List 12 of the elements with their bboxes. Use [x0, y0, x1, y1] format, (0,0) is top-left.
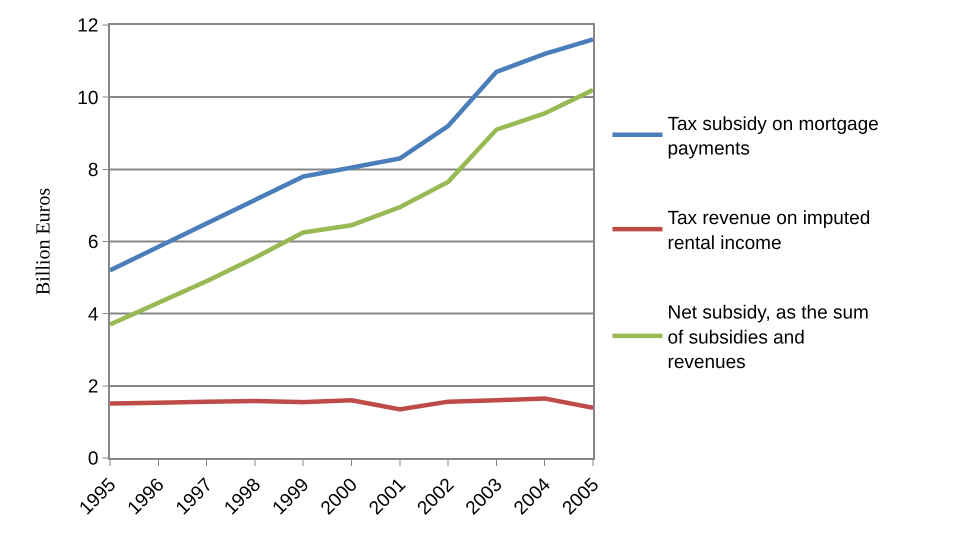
y-tick-label: 2 — [88, 376, 98, 398]
y-tick-label: 12 — [77, 16, 98, 37]
y-tick-label: 4 — [88, 304, 99, 326]
y-axis-title: Billion Euros — [32, 188, 54, 296]
y-tick-label: 10 — [77, 88, 98, 109]
y-tick-label: 8 — [88, 160, 98, 181]
legend-label: Tax subsidy on mortgage payments — [667, 114, 879, 160]
legend-label: Tax revenue on imputed rental income — [667, 208, 870, 254]
y-tick-label: 0 — [88, 448, 98, 470]
line-series — [110, 396, 593, 412]
y-tick-label: 6 — [88, 232, 98, 254]
legend-label: Net subsidy, as the sum of subsidies and revenues — [667, 302, 869, 373]
